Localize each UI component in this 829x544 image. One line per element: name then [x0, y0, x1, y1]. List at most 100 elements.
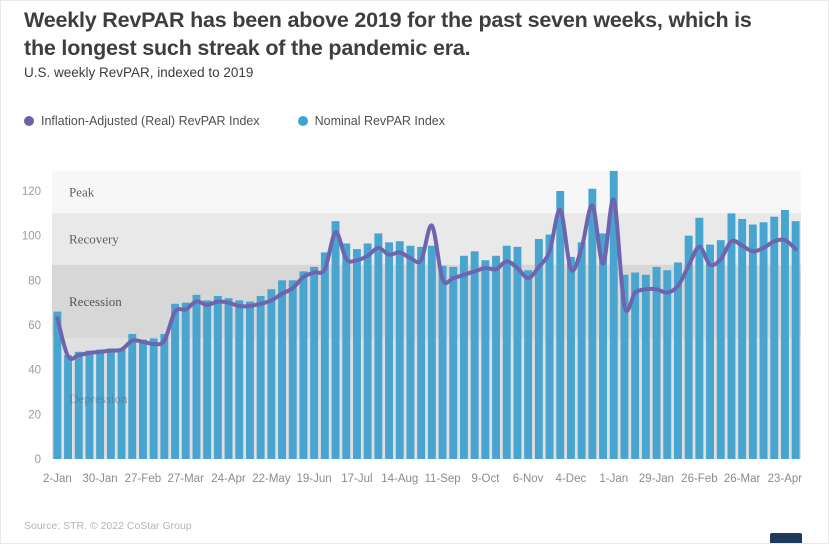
legend-dot-nominal-icon — [297, 116, 308, 126]
y-tick-label: 80 — [28, 275, 41, 287]
bar — [652, 266, 661, 459]
bar — [342, 243, 351, 459]
bar — [781, 209, 789, 459]
bar — [310, 266, 319, 459]
bar — [481, 260, 490, 459]
bar — [417, 246, 426, 459]
x-tick-label: 27-Mar — [167, 473, 204, 485]
legend-dot-real-icon — [24, 116, 34, 126]
bar — [117, 349, 126, 459]
x-tick-label: 2-Jan — [43, 473, 72, 485]
bar — [567, 256, 575, 459]
y-tick-label: 0 — [35, 454, 41, 466]
bar — [385, 242, 393, 459]
bar — [695, 217, 704, 459]
bar — [620, 274, 629, 459]
real-revpar-line — [55, 197, 798, 361]
nominal-bars — [53, 170, 800, 459]
bar — [374, 233, 383, 459]
source-credit: Source: STR. © 2022 CoStar Group — [24, 520, 192, 532]
legend-label-real: Inflation-Adjusted (Real) RevPAR Index — [41, 114, 260, 128]
page-title: Weekly RevPAR has been above 2019 for th… — [24, 8, 752, 61]
bar — [524, 270, 533, 459]
bar — [96, 349, 105, 459]
bar — [641, 274, 650, 459]
bar — [363, 243, 372, 459]
y-tick-label: 40 — [28, 365, 41, 377]
bar — [438, 265, 447, 459]
bar — [791, 221, 800, 459]
bar — [534, 239, 543, 459]
bar — [139, 339, 147, 459]
band-label-peak: Peak — [69, 185, 95, 200]
bar — [181, 302, 190, 459]
bar — [299, 271, 308, 459]
y-tick-label: 20 — [28, 409, 41, 421]
x-tick-label: 9-Oct — [471, 473, 500, 485]
bar — [160, 333, 169, 459]
x-tick-label: 26-Mar — [724, 473, 761, 485]
bar — [545, 234, 554, 459]
bar — [224, 298, 233, 459]
logo-fragment — [770, 533, 802, 543]
bar — [203, 300, 212, 459]
x-tick-label: 4-Dec — [556, 473, 587, 485]
x-tick-label: 26-Feb — [681, 473, 717, 485]
legend-label-nominal: Nominal RevPAR Index — [314, 114, 446, 128]
bar — [64, 355, 72, 459]
bar — [246, 301, 254, 459]
x-tick-label: 27-Feb — [125, 473, 161, 485]
bar — [235, 300, 244, 459]
bar — [663, 270, 672, 459]
bar — [331, 221, 340, 459]
bar — [727, 213, 736, 459]
bar — [320, 252, 329, 459]
x-tick-label: 19-Jun — [297, 473, 332, 485]
bar — [684, 235, 693, 459]
bar — [599, 233, 607, 459]
bar — [267, 289, 276, 459]
x-tick-label: 29-Jan — [639, 473, 674, 485]
legend-item-real[interactable]: Inflation-Adjusted (Real) RevPAR Index — [24, 114, 260, 128]
bar — [470, 251, 479, 459]
chart-subtitle: U.S. weekly RevPAR, indexed to 2019 — [24, 65, 254, 80]
bar — [588, 188, 597, 459]
y-tick-label: 100 — [22, 231, 41, 243]
bar — [192, 294, 201, 459]
bar — [577, 242, 586, 459]
legend-item-nominal[interactable]: Nominal RevPAR Index — [297, 114, 446, 128]
x-tick-label: 23-Apr — [768, 473, 803, 485]
y-tick-label: 60 — [28, 320, 41, 332]
bar — [353, 249, 361, 459]
band-label-depression: Depression — [69, 391, 128, 406]
x-tick-label: 6-Nov — [513, 473, 544, 485]
bar — [738, 218, 747, 459]
bar — [256, 295, 265, 459]
bar — [609, 170, 618, 459]
x-tick-label: 24-Apr — [211, 473, 246, 485]
bar — [53, 311, 62, 459]
bar — [395, 241, 404, 459]
bar — [278, 280, 286, 459]
bar — [106, 348, 115, 459]
bar — [427, 245, 436, 459]
bar — [449, 266, 458, 459]
legend: Inflation-Adjusted (Real) RevPAR Index N… — [24, 114, 445, 128]
x-tick-label: 14-Aug — [381, 473, 418, 485]
bar — [171, 303, 179, 459]
bar — [556, 191, 565, 459]
bar — [128, 333, 137, 459]
band-label-recession: Recession — [69, 294, 122, 309]
bar — [706, 244, 714, 459]
bar — [759, 222, 768, 459]
bar — [502, 245, 511, 459]
bar — [748, 224, 757, 459]
y-tick-label: 120 — [22, 186, 41, 198]
bar — [406, 245, 415, 459]
band-label-recovery: Recovery — [69, 232, 119, 247]
bar — [85, 350, 94, 459]
bar — [74, 351, 83, 459]
bar — [460, 255, 468, 459]
